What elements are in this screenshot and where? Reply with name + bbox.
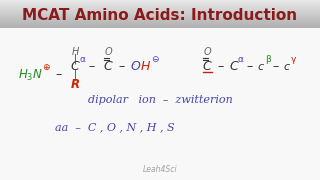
Bar	[0, 3, 320, 4]
Bar	[0, 23, 320, 24]
Bar	[0, 12, 320, 13]
Bar	[0, 22, 320, 23]
Text: C: C	[71, 60, 79, 73]
Text: –: –	[218, 60, 224, 73]
Text: $H_3N$: $H_3N$	[18, 68, 43, 83]
Bar	[0, 7, 320, 8]
Bar	[0, 4, 320, 5]
Bar	[0, 19, 320, 20]
Text: α: α	[79, 55, 85, 64]
Text: aa  –  C , O , N , H , S: aa – C , O , N , H , S	[55, 122, 175, 132]
Bar	[0, 13, 320, 14]
Bar	[0, 11, 320, 12]
Text: α: α	[238, 55, 244, 64]
Text: |: |	[73, 70, 76, 80]
Bar	[0, 25, 320, 26]
Bar	[0, 1, 320, 2]
Text: c: c	[258, 62, 264, 72]
Bar	[0, 16, 320, 17]
Text: Leah4Sci: Leah4Sci	[143, 165, 177, 174]
Text: H: H	[71, 47, 79, 57]
Text: dipolar   ion  –  zwitterion: dipolar ion – zwitterion	[88, 95, 232, 105]
Text: O: O	[104, 47, 112, 57]
Text: O: O	[130, 60, 140, 73]
Text: :: :	[132, 60, 134, 66]
Bar	[0, 5, 320, 6]
Bar	[0, 27, 320, 28]
Text: |: |	[73, 54, 76, 64]
Text: MCAT Amino Acids: Introduction: MCAT Amino Acids: Introduction	[22, 8, 298, 22]
Text: β: β	[265, 55, 271, 64]
Text: C: C	[104, 60, 112, 73]
Bar	[0, 14, 320, 15]
Bar	[0, 20, 320, 21]
Bar	[0, 28, 320, 180]
Bar	[0, 21, 320, 22]
Bar	[0, 9, 320, 10]
Text: ⊖: ⊖	[151, 55, 159, 64]
Text: R: R	[70, 78, 79, 91]
Bar	[0, 24, 320, 25]
Text: H: H	[140, 60, 150, 73]
Bar	[0, 2, 320, 3]
Text: c: c	[284, 62, 290, 72]
Bar	[0, 10, 320, 11]
Text: –: –	[273, 60, 279, 73]
Text: –: –	[56, 69, 62, 82]
Text: O: O	[203, 47, 211, 57]
Bar	[0, 15, 320, 16]
Bar	[0, 26, 320, 27]
Bar	[0, 8, 320, 9]
Text: –: –	[247, 60, 253, 73]
Text: ⊕: ⊕	[42, 62, 50, 71]
Bar	[0, 18, 320, 19]
Text: –: –	[89, 60, 95, 73]
Text: γ: γ	[291, 55, 297, 64]
Bar	[0, 6, 320, 7]
Bar	[0, 0, 320, 1]
Text: C: C	[230, 60, 238, 73]
Bar	[0, 17, 320, 18]
Text: –: –	[119, 60, 125, 73]
Text: C: C	[203, 60, 212, 73]
